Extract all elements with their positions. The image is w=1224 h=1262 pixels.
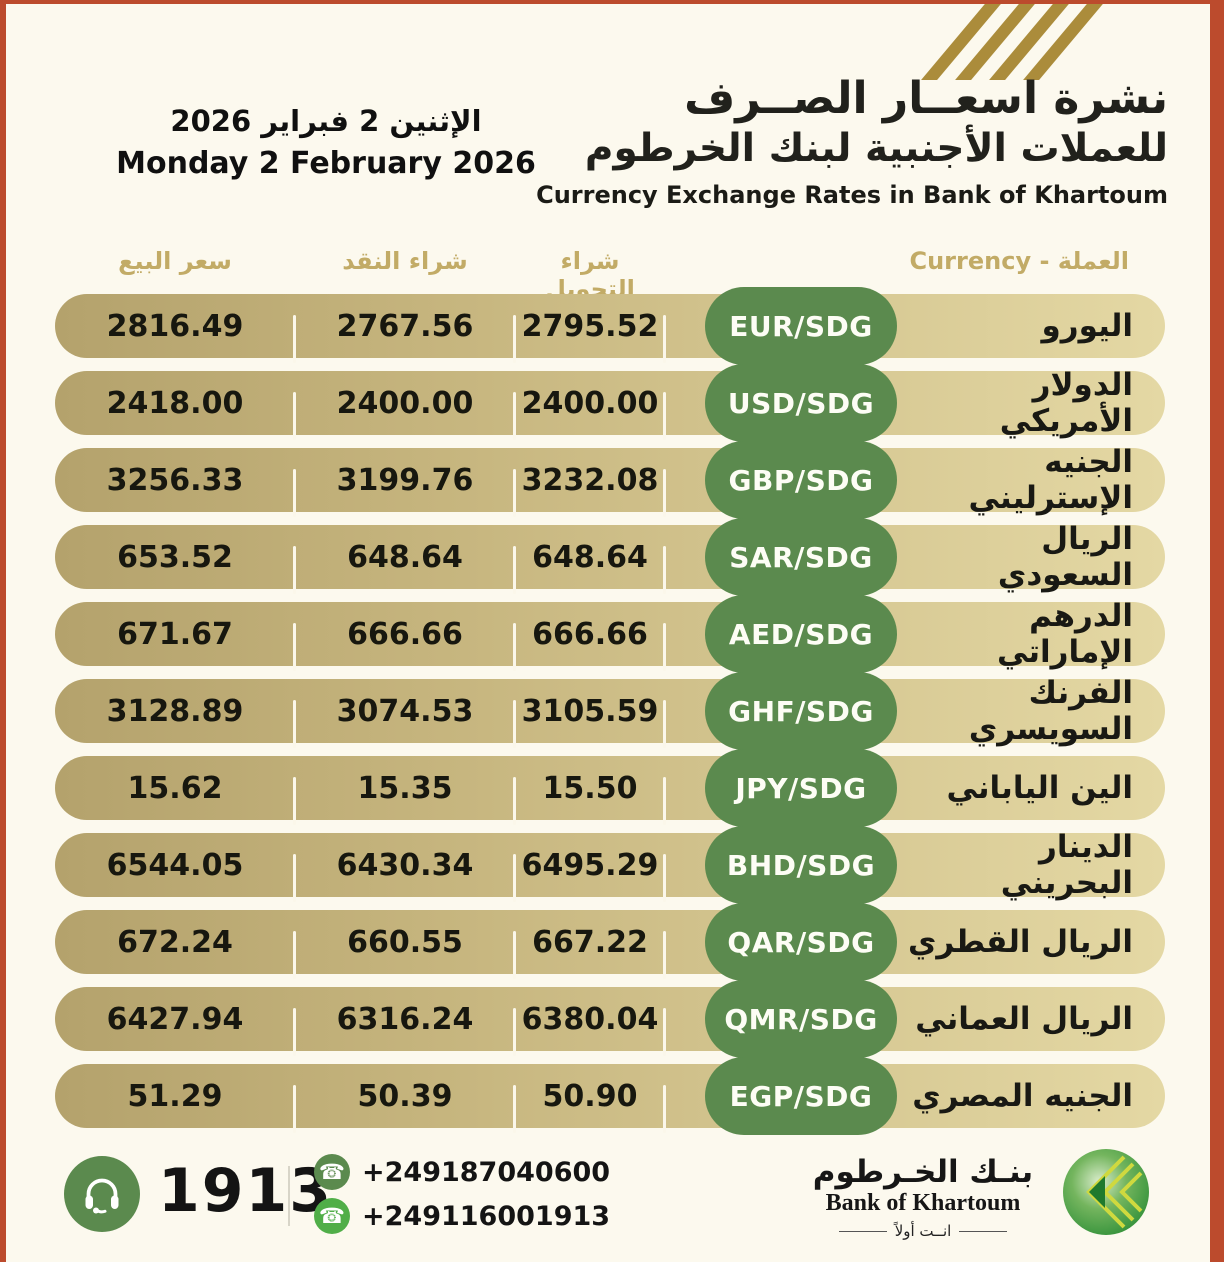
transfer-buy-value: 6380.04 xyxy=(515,1002,666,1056)
table-row: 2816.49 2767.56 2795.52 EUR/SDG اليورو xyxy=(55,287,1165,365)
bank-name-english: Bank of Khartoum xyxy=(825,1190,1021,1216)
transfer-buy-value: 2400.00 xyxy=(515,386,666,440)
bank-name-arabic: بنـك الخـرطوم xyxy=(812,1154,1034,1190)
cash-buy-value: 648.64 xyxy=(295,540,516,594)
table-row: 653.52 648.64 648.64 SAR/SDG الريال السع… xyxy=(55,518,1165,596)
transfer-buy-value: 3232.08 xyxy=(515,463,666,517)
sell-price-value: 6427.94 xyxy=(55,1002,296,1056)
gold-stripes-decoration xyxy=(921,4,1113,80)
date-block: الإثنين 2 فبراير 2026 Monday 2 February … xyxy=(106,104,546,181)
sell-price-value: 15.62 xyxy=(55,771,296,825)
cash-buy-value: 660.55 xyxy=(295,925,516,979)
whatsapp-icon: ☎ xyxy=(314,1198,350,1234)
sell-price-value: 672.24 xyxy=(55,925,296,979)
currency-name-arabic: الدرهم الإماراتي xyxy=(996,598,1133,670)
currency-pair-badge: USD/SDG xyxy=(705,364,897,442)
transfer-buy-value: 15.50 xyxy=(515,771,666,825)
tagline-arabic: انــت أولاً xyxy=(894,1222,952,1240)
table-row: 6427.94 6316.24 6380.04 QMR/SDG الريال ا… xyxy=(55,980,1165,1058)
headset-icon xyxy=(85,1178,119,1214)
currency-name-arabic: الريال العماني xyxy=(915,1001,1133,1037)
currency-name-arabic: الفرنك السويسري xyxy=(968,675,1133,747)
currency-pair-badge: EUR/SDG xyxy=(705,287,897,365)
tagline-dash xyxy=(959,1230,1008,1232)
cash-buy-value: 2400.00 xyxy=(295,386,516,440)
currency-name-arabic: الريال السعودي xyxy=(997,521,1133,593)
title-arabic-line1: نشرة اسعــار الصــرف xyxy=(684,73,1168,124)
sell-price-value: 653.52 xyxy=(55,540,296,594)
table-row: 15.62 15.35 15.50 JPY/SDG الين الياباني xyxy=(55,749,1165,827)
header-sell-price: سعر البيع xyxy=(118,247,232,275)
cash-buy-value: 6316.24 xyxy=(295,1002,516,1056)
transfer-buy-value: 667.22 xyxy=(515,925,666,979)
footer-divider xyxy=(288,1166,290,1226)
table-row: 672.24 660.55 667.22 QAR/SDG الريال القط… xyxy=(55,903,1165,981)
cash-buy-value: 2767.56 xyxy=(295,309,516,363)
transfer-buy-value: 666.66 xyxy=(515,617,666,671)
sell-price-value: 3128.89 xyxy=(55,694,296,748)
currency-pair-badge: BHD/SDG xyxy=(705,826,897,904)
currency-name-arabic: الدولار الأمريكي xyxy=(999,367,1133,439)
transfer-buy-value: 6495.29 xyxy=(515,848,666,902)
table-row: 671.67 666.66 666.66 AED/SDG الدرهم الإم… xyxy=(55,595,1165,673)
hotline-headset-badge xyxy=(64,1156,140,1232)
currency-name-arabic: الين الياباني xyxy=(946,770,1133,806)
transfer-buy-value: 2795.52 xyxy=(515,309,666,363)
tagline-dash xyxy=(838,1230,887,1232)
table-row: 2418.00 2400.00 2400.00 USD/SDG الدولار … xyxy=(55,364,1165,442)
date-english: Monday 2 February 2026 xyxy=(116,146,536,181)
title-arabic-line2: للعملات الأجنبية لبنك الخرطوم xyxy=(584,125,1168,171)
bulletin-title: نشرة اسعــار الصــرف للعملات الأجنبية لب… xyxy=(536,73,1168,210)
date-arabic: الإثنين 2 فبراير 2026 xyxy=(170,104,482,138)
cash-buy-value: 15.35 xyxy=(295,771,516,825)
currency-pair-badge: GBP/SDG xyxy=(705,441,897,519)
cash-buy-value: 50.39 xyxy=(295,1079,516,1133)
cash-buy-value: 3199.76 xyxy=(295,463,516,517)
sell-price-value: 6544.05 xyxy=(55,848,296,902)
sell-price-value: 2418.00 xyxy=(55,386,296,440)
bank-logo-text: بنـك الخـرطوم Bank of Khartoum انــت أول… xyxy=(798,1154,1048,1240)
currency-name-arabic: الجنيه الإسترليني xyxy=(968,444,1133,516)
whatsapp-contact-row: ☎ +249116001913 xyxy=(314,1198,610,1234)
cash-buy-value: 3074.53 xyxy=(295,694,516,748)
currency-pair-badge: JPY/SDG xyxy=(705,749,897,827)
currency-name-arabic: الدينار البحريني xyxy=(1000,829,1133,901)
whatsapp-number: +249116001913 xyxy=(362,1200,611,1232)
sell-price-value: 3256.33 xyxy=(55,463,296,517)
title-english: Currency Exchange Rates in Bank of Khart… xyxy=(536,181,1168,210)
currency-pair-badge: EGP/SDG xyxy=(705,1057,897,1135)
phone-number: +249187040600 xyxy=(362,1156,611,1188)
header-currency: العملة - Currency xyxy=(909,247,1129,275)
phone-icon: ☎ xyxy=(314,1154,350,1190)
bank-logo-globe-icon xyxy=(1063,1149,1149,1235)
currency-name-arabic: الريال القطري xyxy=(908,924,1133,960)
bank-tagline: انــت أولاً xyxy=(798,1222,1048,1240)
hotline-number: 1913 xyxy=(158,1156,333,1226)
currency-name-arabic: اليورو xyxy=(1041,308,1133,344)
table-row: 6544.05 6430.34 6495.29 BHD/SDG الدينار … xyxy=(55,826,1165,904)
contact-block: ☎ +249187040600 ☎ +249116001913 xyxy=(314,1154,610,1234)
currency-pair-badge: QMR/SDG xyxy=(705,980,897,1058)
transfer-buy-value: 648.64 xyxy=(515,540,666,594)
transfer-buy-value: 50.90 xyxy=(515,1079,666,1133)
table-row: 51.29 50.39 50.90 EGP/SDG الجنيه المصري xyxy=(55,1057,1165,1135)
cash-buy-value: 6430.34 xyxy=(295,848,516,902)
currency-pair-badge: SAR/SDG xyxy=(705,518,897,596)
rates-table: 2816.49 2767.56 2795.52 EUR/SDG اليورو 2… xyxy=(55,287,1165,1141)
transfer-buy-value: 3105.59 xyxy=(515,694,666,748)
phone-contact-row: ☎ +249187040600 xyxy=(314,1154,610,1190)
sell-price-value: 671.67 xyxy=(55,617,296,671)
table-column-headers: سعر البيع شراء النقد شراء التحويل العملة… xyxy=(55,247,1165,303)
table-row: 3128.89 3074.53 3105.59 GHF/SDG الفرنك ا… xyxy=(55,672,1165,750)
currency-pair-badge: GHF/SDG xyxy=(705,672,897,750)
sell-price-value: 51.29 xyxy=(55,1079,296,1133)
currency-pair-badge: QAR/SDG xyxy=(705,903,897,981)
table-row: 3256.33 3199.76 3232.08 GBP/SDG الجنيه ا… xyxy=(55,441,1165,519)
currency-pair-badge: AED/SDG xyxy=(705,595,897,673)
sell-price-value: 2816.49 xyxy=(55,309,296,363)
header-cash-buy: شراء النقد xyxy=(342,247,468,275)
currency-name-arabic: الجنيه المصري xyxy=(912,1078,1133,1114)
cash-buy-value: 666.66 xyxy=(295,617,516,671)
